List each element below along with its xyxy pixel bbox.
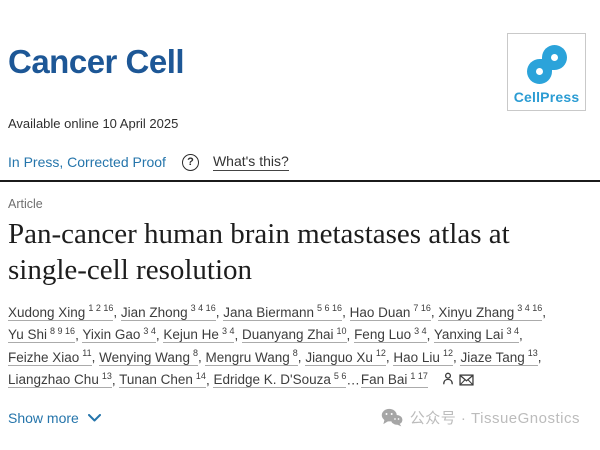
show-more-label: Show more — [8, 409, 79, 426]
author-link[interactable]: Edridge K. D'Souza 5 6 — [213, 370, 347, 389]
author-list-ellipsis[interactable]: … — [346, 372, 361, 388]
author-link[interactable]: Kejun He 3 4 — [163, 325, 235, 344]
author-link[interactable]: Hao Duan 7 16 — [349, 303, 431, 321]
question-circle-icon[interactable]: ? — [181, 153, 199, 171]
in-press-link[interactable]: In Press, Corrected Proof — [8, 154, 166, 170]
wechat-icon — [381, 409, 403, 427]
author-link[interactable]: Jiaze Tang 13 — [460, 348, 538, 366]
author-link[interactable]: Wenying Wang 8 — [99, 348, 198, 366]
author-link[interactable]: Yanxing Lai 3 4 — [433, 325, 519, 344]
chevron-down-icon — [87, 413, 101, 422]
author-link[interactable]: Hao Liu 12 — [393, 348, 453, 366]
article-type-label: Article — [8, 197, 43, 211]
cellpress-mark-icon — [525, 45, 569, 87]
available-online-date: Available online 10 April 2025 — [8, 116, 179, 131]
cellpress-hole-bottom — [535, 68, 543, 75]
bottom-row: Show more — [8, 407, 592, 428]
cellpress-hole-top — [550, 54, 558, 61]
envelope-icon[interactable] — [459, 374, 474, 386]
author-link[interactable]: Jianguo Xu 12 — [305, 348, 386, 366]
author-link[interactable]: Feizhe Xiao 11 — [8, 348, 92, 366]
author-link[interactable]: Xinyu Zhang 3 4 16 — [438, 303, 543, 321]
whats-this-link[interactable]: What's this? — [212, 153, 289, 171]
author-link[interactable]: Feng Luo 3 4 — [354, 325, 427, 344]
author-link[interactable]: Xudong Xing 1 2 16 — [8, 303, 114, 321]
watermark: 公众号 · TissueGnostics — [381, 407, 580, 428]
person-icon[interactable] — [441, 371, 455, 386]
author-link[interactable]: Duanyang Zhai 10 — [241, 325, 347, 344]
author-link[interactable]: Yu Shi 8 9 16 — [8, 325, 76, 344]
author-link[interactable]: Tunan Chen 14 — [119, 370, 206, 389]
author-link[interactable]: Jian Zhong 3 4 16 — [120, 303, 216, 321]
author-list: Xudong Xing 1 2 16, Jian Zhong 3 4 16, Jan… — [8, 303, 547, 389]
masthead: Cancer Cell CellPress — [0, 0, 600, 112]
cellpress-logo[interactable]: CellPress — [507, 33, 586, 111]
cellpress-wordmark: CellPress — [513, 89, 580, 105]
author-link[interactable]: Jana Biermann 5 6 16 — [223, 303, 343, 321]
show-more-button[interactable]: Show more — [8, 410, 101, 426]
corresponding-author-icons — [437, 372, 474, 387]
section-divider — [0, 180, 600, 182]
status-row: In Press, Corrected Proof ? What's this? — [8, 153, 600, 171]
author-link[interactable]: Liangzhao Chu 13 — [8, 370, 112, 389]
author-link[interactable]: Mengru Wang 8 — [205, 348, 298, 366]
author-link[interactable]: Yixin Gao 3 4 — [82, 325, 156, 344]
article-header: Article Pan-cancer human brain metastase… — [0, 197, 600, 428]
author-link[interactable]: Fan Bai 1 17 — [360, 370, 428, 389]
watermark-text: 公众号 · TissueGnostics — [409, 410, 580, 428]
journal-logo[interactable]: Cancer Cell — [8, 43, 185, 80]
article-title: Pan-cancer human brain metastases atlas … — [8, 218, 510, 286]
